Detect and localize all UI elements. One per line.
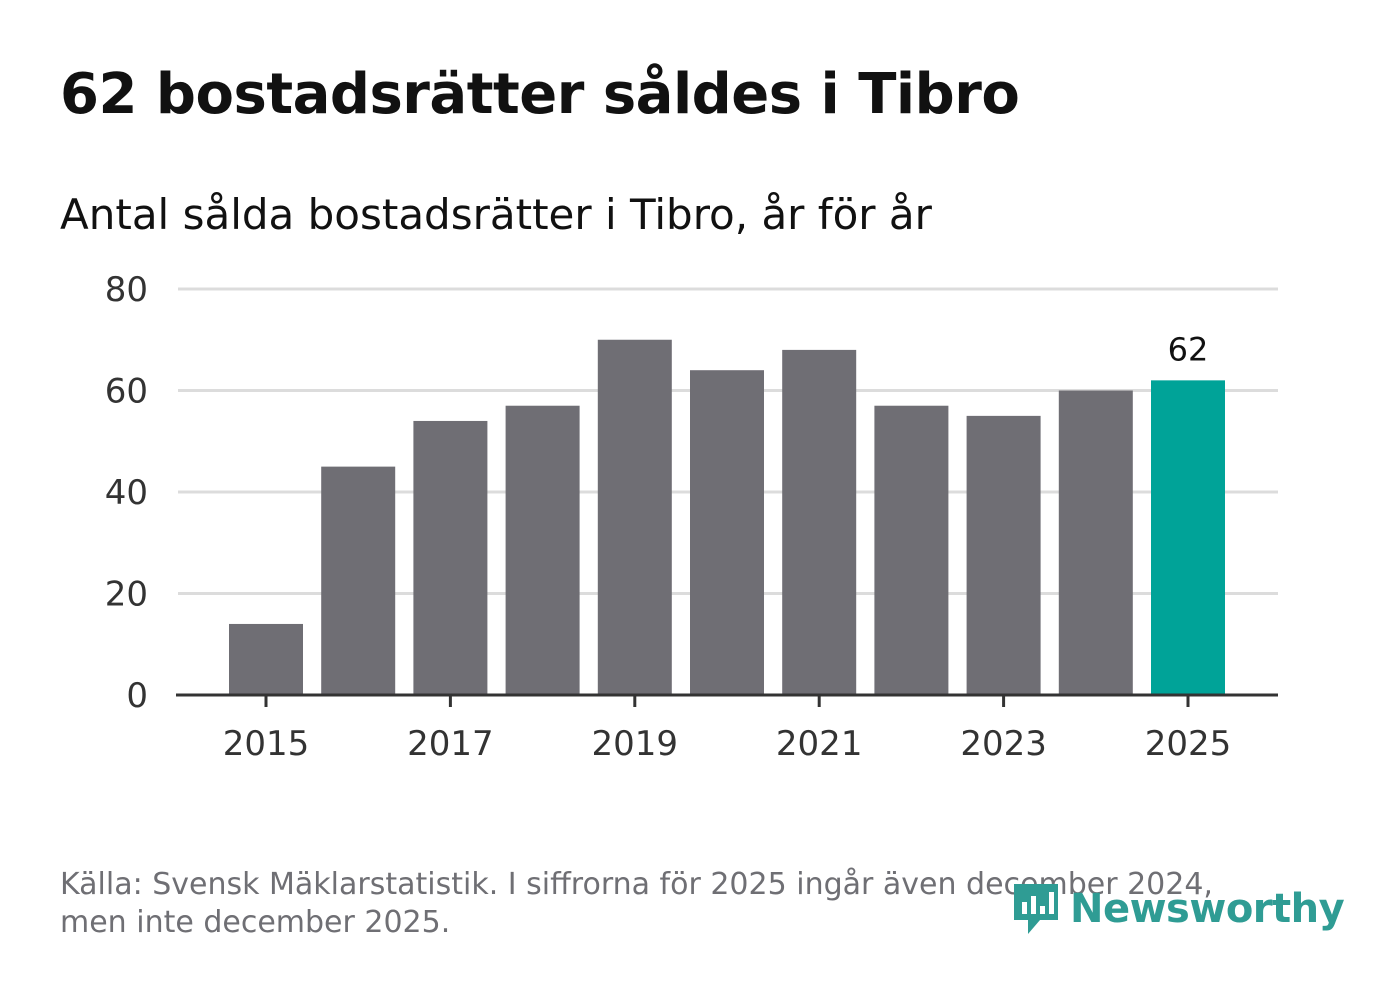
bar-2022 [874, 405, 949, 695]
newsworthy-logo-text: Newsworthy [1070, 886, 1345, 932]
y-tick-label-40: 40 [105, 473, 148, 513]
bar-2015 [229, 623, 303, 695]
bar-2018 [505, 405, 580, 695]
bar-2016 [321, 466, 396, 695]
y-tick-label-60: 60 [105, 372, 148, 412]
y-tick-label-20: 20 [105, 575, 148, 615]
x-tick-label-2015: 2015 [223, 724, 310, 764]
x-tick-label-2019: 2019 [592, 724, 679, 764]
bars [229, 339, 1225, 695]
chart-title: 62 bostadsrätter såldes i Tibro [60, 62, 1020, 127]
bar-2023 [966, 415, 1041, 695]
y-tick-label-80: 80 [105, 270, 148, 310]
bar-2017 [413, 420, 488, 695]
data-label-2025: 62 [1168, 330, 1209, 368]
x-tick-label-2021: 2021 [776, 724, 863, 764]
newsworthy-logo-icon [1014, 884, 1058, 934]
axes [176, 693, 1278, 707]
bar-2024 [1058, 390, 1133, 695]
x-tick-label-2025: 2025 [1145, 724, 1232, 764]
bar-2020 [690, 370, 764, 695]
bar-2019 [597, 339, 672, 695]
bar-2025 [1151, 380, 1225, 695]
bar-2021 [782, 349, 857, 695]
chart-subtitle: Antal sålda bostadsrätter i Tibro, år fö… [60, 190, 932, 239]
source-note-line-2: men inte december 2025. [60, 905, 451, 940]
labels: 0 20 40 60 80 62 2015 2017 2019 2021 2023 2025 [105, 270, 1232, 764]
newsworthy-logo: Newsworthy [1010, 880, 1345, 938]
y-tick-label-0: 0 [126, 676, 148, 716]
x-tick-label-2017: 2017 [407, 724, 494, 764]
x-tick-label-2023: 2023 [960, 724, 1047, 764]
